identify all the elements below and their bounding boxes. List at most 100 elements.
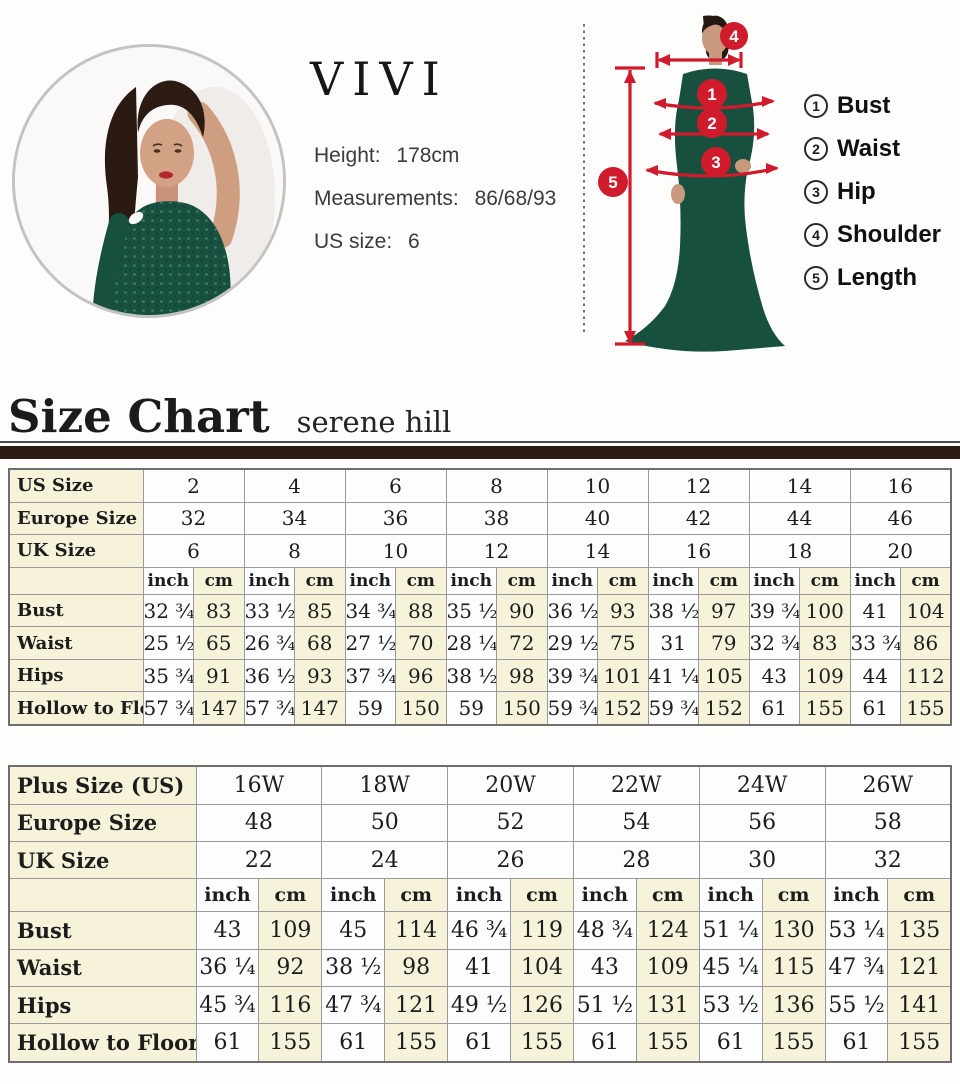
unit-cell-inch: inch [195,878,260,913]
row-label: UK Size [8,840,197,880]
legend-item-waist: 2 Waist [804,127,941,170]
measurement-cell-cm: 109 [799,658,851,693]
unit-row: inch cm inch cm inch cm inch cm inch cm inch cm inch… [8,566,952,595]
measurement-cell-cm: 92 [258,948,323,987]
measurement-cell-inch: 53 ½ [698,985,763,1025]
legend-item-hip: 3 Hip [804,170,941,213]
measurement-cell-cm: 65 [193,626,245,660]
measurement-cell-cm: 114 [384,911,449,950]
size-value-cell: 10 [344,534,447,568]
marker-waist: 2 [707,114,716,133]
measurement-cell-cm: 93 [597,593,649,628]
size-value-cell: 36 [344,501,447,536]
measurement-cell-cm: 100 [799,593,851,628]
measurement-cell-cm: 75 [597,626,649,660]
height-value: 178cm [396,144,460,167]
divider-thick-bar [0,446,960,459]
measurement-row: Hips 45 ¾ 116 47 ¾ 121 49 ½ 126 51 ½ 131 53 ½ 136 5… [8,985,952,1025]
size-value-cell: 16 [647,534,750,568]
measurement-cell-cm: 116 [258,985,323,1025]
measurement-cell-inch: 25 ½ [142,626,194,660]
measurement-cell-inch: 45 ¾ [195,985,260,1025]
size-value-cell: 40 [546,501,649,536]
measurement-cell-inch: 48 ¾ [572,911,637,950]
size-value-cell: 24 [321,840,449,880]
size-header-row: Plus Size (US) 16W 18W 20W 22W 24W 26W [8,765,952,805]
measurement-cell-inch: 45 ¼ [698,948,763,987]
unit-cell-cm: cm [887,878,952,913]
measurement-cell-cm: 155 [761,1023,826,1063]
row-label: US Size [8,468,144,503]
row-label: Hollow to Floor [8,1023,197,1063]
legend-item-bust: 1 Bust [804,84,941,127]
measurement-cell-inch: 38 ½ [647,593,699,628]
size-value-cell: 10 [546,468,649,503]
measurement-cell-inch: 38 ½ [321,948,386,987]
measurement-cell-inch: 31 [647,626,699,660]
measurement-cell-cm: 141 [887,985,952,1025]
measurement-cell-inch: 51 ¼ [698,911,763,950]
size-value-cell: 6 [344,468,447,503]
unit-cell-cm: cm [395,566,447,595]
size-value-cell: 22 [195,840,323,880]
measurement-cell-cm: 98 [496,658,548,693]
size-header-row: UK Size 22 24 26 28 30 32 [8,840,952,880]
measurement-cell-inch: 61 [824,1023,889,1063]
measurement-cell-cm: 152 [698,691,750,726]
measurement-cell-cm: 86 [900,626,952,660]
unit-cell-inch: inch [546,566,598,595]
measurement-cell-inch: 33 ½ [243,593,295,628]
size-value-cell: 28 [572,840,700,880]
measurement-cell-inch: 27 ½ [344,626,396,660]
size-value-cell: 16W [195,765,323,805]
measurement-cell-inch: 35 ½ [445,593,497,628]
height-label: Height: [314,144,381,167]
size-value-cell: 24W [698,765,826,805]
unit-cell-cm: cm [510,878,574,913]
unit-cell-cm: cm [900,566,952,595]
unit-cell-inch: inch [698,878,763,913]
unit-cell-inch: inch [243,566,295,595]
measurement-cell-inch: 32 ¾ [748,626,800,660]
measurement-cell-inch: 57 ¾ [243,691,295,726]
marker-shoulder: 4 [729,27,739,46]
measurement-cell-inch: 35 ¾ [142,658,194,693]
measurement-cell-inch: 47 ¾ [824,948,889,987]
marker-hip: 3 [711,153,720,172]
size-value-cell: 38 [445,501,548,536]
size-value-cell: 14 [748,468,851,503]
measurement-cell-inch: 38 ½ [445,658,497,693]
size-value-cell: 20 [849,534,952,568]
unit-cell-cm: cm [258,878,323,913]
measurement-cell-inch: 46 ¾ [447,911,512,950]
measurement-cell-inch: 41 ¼ [647,658,699,693]
row-label: UK Size [8,534,144,568]
size-value-cell: 26 [447,840,574,880]
measurement-cell-inch: 45 [321,911,386,950]
unit-cell-cm: cm [294,566,346,595]
measurement-cell-inch: 61 [572,1023,637,1063]
measurement-cell-inch: 37 ¾ [344,658,396,693]
us-size-label: US size: [314,230,393,253]
measurement-cell-cm: 68 [294,626,346,660]
measurement-cell-inch: 29 ½ [546,626,598,660]
measurement-cell-inch: 43 [572,948,637,987]
measurement-cell-inch: 33 ¾ [849,626,901,660]
size-value-cell: 32 [824,840,952,880]
row-label: Bust [8,911,197,950]
measurement-cell-cm: 112 [900,658,952,693]
measurements-value: 86/68/93 [474,187,557,210]
measurement-cell-cm: 109 [258,911,323,950]
us-size-value: 6 [408,230,420,253]
measurement-cell-cm: 121 [384,985,449,1025]
size-value-cell: 14 [546,534,649,568]
measurement-cell-cm: 105 [698,658,750,693]
row-label: Hips [8,658,144,693]
measurement-cell-cm: 136 [761,985,826,1025]
measurement-cell-cm: 147 [193,691,245,726]
measurement-cell-cm: 155 [510,1023,574,1063]
size-value-cell: 8 [445,468,548,503]
page-title: Size Chart [8,390,270,443]
measurement-cell-cm: 119 [510,911,574,950]
